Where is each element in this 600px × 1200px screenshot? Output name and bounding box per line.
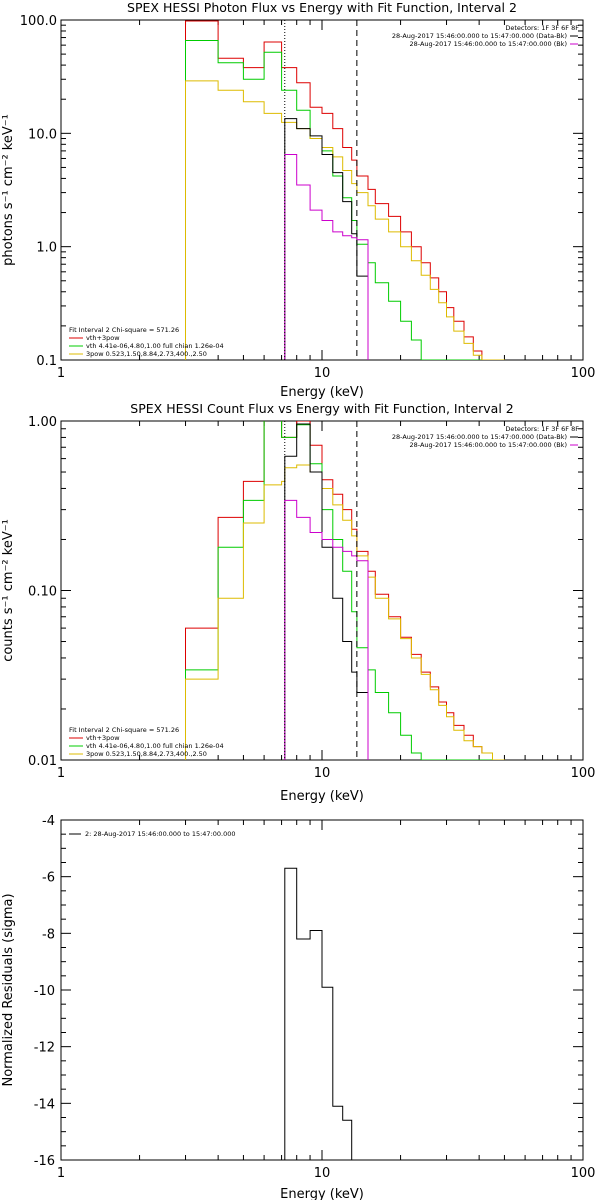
legend-bottom-left: Fit Interval 2 Chi-square = 571.26vth+3p… <box>69 326 224 358</box>
y-tick-label: -16 <box>34 1154 55 1169</box>
chart-title: SPEX HESSI Count Flux vs Energy with Fit… <box>130 401 513 416</box>
y-tick-label: -10 <box>34 984 55 999</box>
legend-entry: 28-Aug-2017 15:46:00.000 to 15:47:00.000… <box>392 32 567 40</box>
fit-interval-label: Fit Interval 2 Chi-square = 571.26 <box>69 726 179 734</box>
x-tick-label: 10 <box>314 1166 331 1181</box>
legend-entry: 3pow 0.523,1.50,8.84,2.73,400.,2.50 <box>86 350 207 358</box>
series-3pow <box>185 80 505 360</box>
y-axis-label: photons s⁻¹ cm⁻² keV⁻¹ <box>1 114 16 266</box>
series-2-28-aug-2017-15-46-00-000-to-15-47-00-000 <box>284 867 358 1160</box>
x-tick-label: 100 <box>571 366 596 381</box>
x-tick-label: 100 <box>571 766 596 781</box>
series-data-bk <box>284 423 369 760</box>
plot-area <box>185 421 505 760</box>
series-data-bk <box>284 118 369 360</box>
series-3pow <box>185 464 505 760</box>
y-tick-label: 0.01 <box>28 754 57 769</box>
x-tick-label: 1 <box>57 1166 65 1181</box>
x-tick-label: 100 <box>571 1166 596 1181</box>
y-tick-label: -8 <box>42 927 55 942</box>
y-axis-label: counts s⁻¹ cm⁻² keV⁻¹ <box>1 519 16 662</box>
y-tick-label: 1.0 <box>36 241 57 256</box>
y-axis-label: Normalized Residuals (sigma) <box>1 893 16 1086</box>
x-tick-label: 1 <box>57 366 65 381</box>
legend-entry: vth 4.41e-06,4.80,1.00 full chian 1.26e-… <box>86 342 224 350</box>
detectors-label: Detectors: 1F 3F 6F 8F <box>505 24 579 32</box>
legend-entry: vth+3pow <box>86 734 120 742</box>
series-bk <box>284 499 369 760</box>
legend-top-left: 2: 28-Aug-2017 15:46:00.000 to 15:47:00.… <box>69 830 236 838</box>
x-tick-label: 10 <box>314 366 331 381</box>
legend-entry: 28-Aug-2017 15:46:00.000 to 15:47:00.000… <box>392 433 567 441</box>
axes-frame <box>60 19 584 361</box>
y-tick-label: -12 <box>34 1041 55 1056</box>
panel-2: 1 10 100 0.01 0.10 1.00 SPEX HESSI Count Flux … <box>1 401 595 804</box>
fit-interval-label: Fit Interval 2 Chi-square = 571.26 <box>69 326 179 334</box>
y-tick-label: 0.1 <box>36 354 57 369</box>
legend-entry: 28-Aug-2017 15:46:00.000 to 15:47:00.000… <box>410 40 567 48</box>
legend-entry: vth 4.41e-06,4.80,1.00 full chian 1.26e-… <box>86 742 224 750</box>
x-tick-label: 1 <box>57 766 65 781</box>
legend-entry: vth+3pow <box>86 334 120 342</box>
legend-entry: 28-Aug-2017 15:46:00.000 to 15:47:00.000… <box>410 441 567 449</box>
legend-entry: 2: 28-Aug-2017 15:46:00.000 to 15:47:00.… <box>85 830 236 838</box>
y-tick-label: 100.0 <box>20 14 57 29</box>
series-vth-3pow <box>185 421 505 760</box>
x-axis-label: Energy (keV) <box>280 789 364 804</box>
series-vth <box>185 421 505 760</box>
panel-3: 1 10 100 -16 -14 -12 -10 -8 -6 -4 Energy (keV) Norm… <box>1 814 595 1200</box>
plot-area <box>284 867 358 1160</box>
x-tick-label: 10 <box>314 766 331 781</box>
plot-area <box>185 20 505 360</box>
series-vth-3pow <box>185 20 505 360</box>
y-tick-label: -4 <box>42 814 55 829</box>
legend-entry: 3pow 0.523,1.50,8.84,2.73,400.,2.50 <box>86 750 207 758</box>
chart-title: SPEX HESSI Photon Flux vs Energy with Fi… <box>127 0 517 15</box>
axes-frame <box>60 819 584 1161</box>
y-tick-label: -6 <box>42 871 55 886</box>
y-tick-label: -14 <box>34 1097 55 1112</box>
y-tick-label: 1.00 <box>28 415 57 430</box>
detectors-label: Detectors: 1F 3F 6F 8F <box>505 425 579 433</box>
x-axis-label: Energy (keV) <box>280 1187 364 1200</box>
x-axis-label: Energy (keV) <box>280 385 364 400</box>
y-tick-label: 10.0 <box>28 127 57 142</box>
panel-1: 1 10 100 0.1 1.0 10.0 100.0 SPEX HESSI Photon F… <box>1 0 595 400</box>
y-tick-label: 0.10 <box>28 585 57 600</box>
legend-bottom-left: Fit Interval 2 Chi-square = 571.26vth+3p… <box>69 726 224 758</box>
series-bk <box>284 154 369 360</box>
